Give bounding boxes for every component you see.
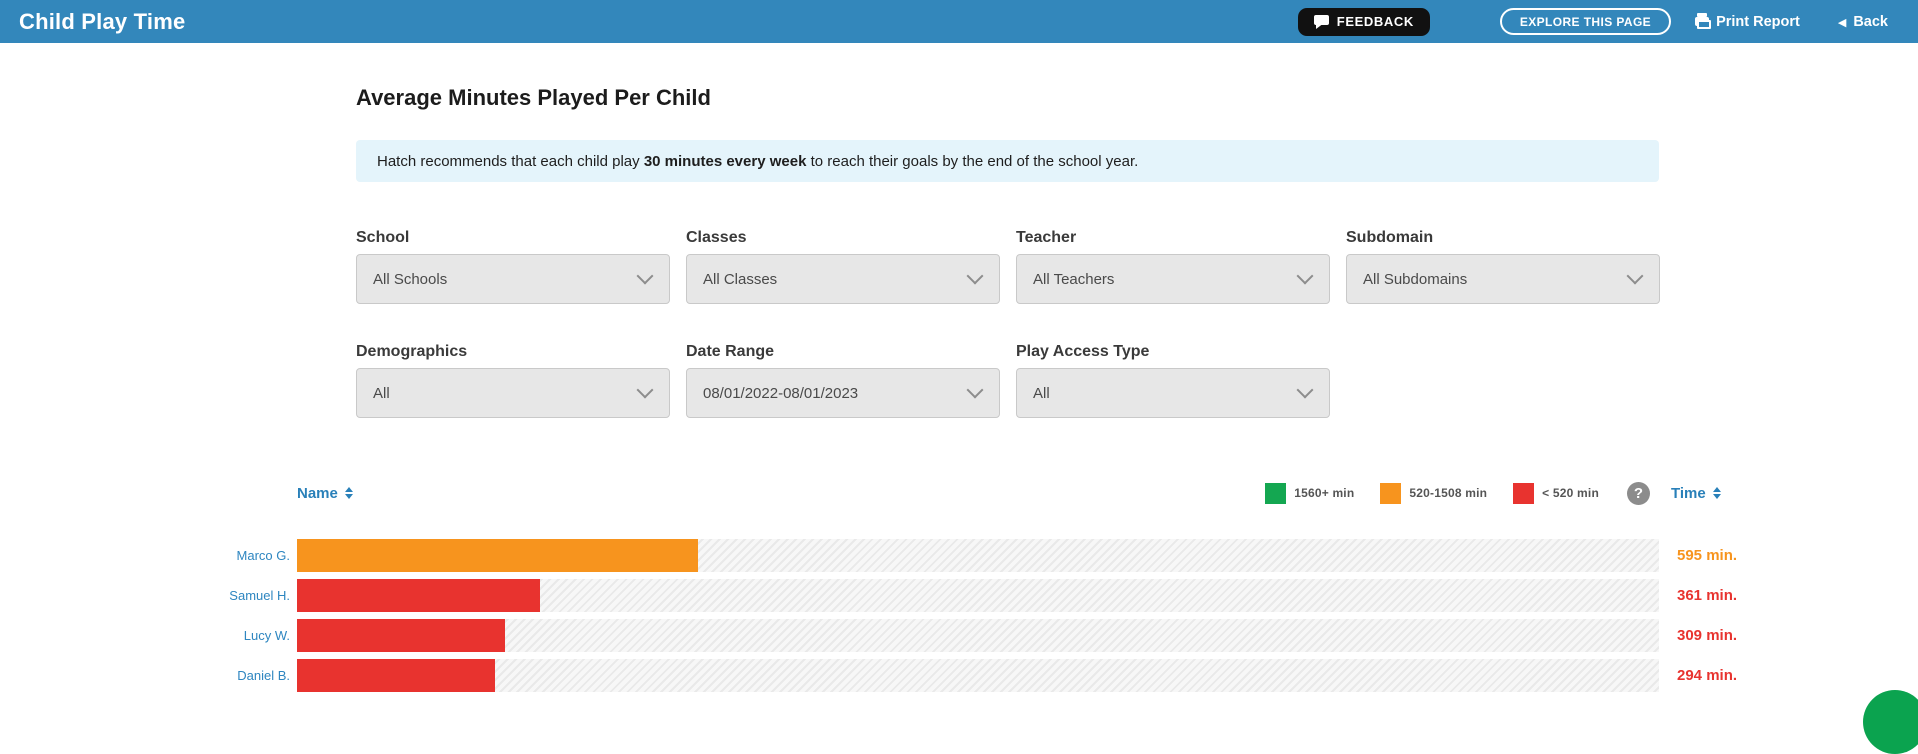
chart-row: Lucy W. 309 min. [0, 619, 1918, 652]
bar-track [297, 619, 1659, 652]
filter-school: School All Schools [356, 228, 670, 304]
bar-track [297, 579, 1659, 612]
child-name-label[interactable]: Daniel B. [237, 668, 290, 683]
legend-label-red: < 520 min [1542, 486, 1599, 500]
bar-chart: Marco G. 595 min. Samuel H. 361 min. Lucy W.… [0, 539, 1918, 692]
filter-subdomain-label: Subdomain [1346, 229, 1434, 246]
back-button[interactable]: ◀ Back [1838, 14, 1888, 30]
chart-row: Samuel H. 361 min. [0, 579, 1918, 612]
chevron-down-icon [636, 267, 654, 284]
printer-icon [1695, 13, 1712, 29]
legend-item-orange: 520-1508 min [1380, 482, 1488, 504]
chevron-down-icon [636, 381, 654, 398]
app-header-actions: FEEDBACK EXPLORE THIS PAGE Print Report … [1297, 7, 1888, 36]
filter-date-range-label: Date Range [686, 343, 775, 360]
filter-teacher: Teacher All Teachers [1016, 228, 1330, 304]
school-dropdown-value: All Schools [373, 270, 448, 288]
app-title: Child Play Time [19, 8, 186, 34]
recommendation-text: Hatch recommends that each child play 30… [377, 152, 1139, 170]
filters-row-1: School All Schools Classes All Classes T… [356, 228, 1918, 304]
filter-school-label: School [356, 229, 410, 246]
filter-play-access-type-label: Play Access Type [1016, 343, 1150, 360]
explore-this-page-button[interactable]: EXPLORE THIS PAGE [1499, 8, 1672, 35]
minutes-value: 595 min. [1677, 547, 1738, 564]
minutes-value: 361 min. [1677, 587, 1738, 604]
feedback-button-label: FEEDBACK [1336, 14, 1414, 29]
teacher-dropdown-value: All Teachers [1033, 270, 1115, 288]
filter-play-access-type: Play Access Type All [1016, 342, 1330, 418]
print-report-button[interactable]: Print Report [1695, 13, 1800, 30]
bar-track [297, 659, 1659, 692]
chat-fab-button[interactable] [1863, 690, 1918, 754]
legend-swatch-green [1265, 482, 1287, 504]
chevron-down-icon [966, 267, 984, 284]
speech-bubble-icon [1313, 15, 1329, 29]
minutes-value: 294 min. [1677, 667, 1738, 684]
child-name-label[interactable]: Marco G. [236, 548, 290, 563]
minutes-value: 309 min. [1677, 627, 1738, 644]
date-range-dropdown[interactable]: 08/01/2022-08/01/2023 [686, 368, 1000, 418]
filter-teacher-label: Teacher [1016, 229, 1077, 246]
subdomain-dropdown-value: All Subdomains [1363, 270, 1468, 288]
page-title: Average Minutes Played Per Child [356, 85, 711, 110]
play-access-type-dropdown-value: All [1033, 384, 1050, 402]
subdomain-dropdown[interactable]: All Subdomains [1346, 254, 1660, 304]
legend-swatch-red [1513, 482, 1535, 504]
legend-item-red: < 520 min [1513, 482, 1599, 504]
filter-classes-label: Classes [686, 229, 747, 246]
play-access-type-dropdown[interactable]: All [1016, 368, 1330, 418]
bar[interactable] [297, 539, 699, 572]
recommendation-text-bold: 30 minutes every week [643, 152, 807, 170]
classes-dropdown[interactable]: All Classes [686, 254, 1000, 304]
sort-arrows-icon [344, 487, 353, 499]
chart-row: Daniel B. 294 min. [0, 659, 1918, 692]
filter-date-range: Date Range 08/01/2022-08/01/2023 [686, 342, 1000, 418]
filter-classes: Classes All Classes [686, 228, 1000, 304]
chart-header: Name 1560+ min 520-1508 min < 520 min ? … [0, 481, 1918, 505]
legend-swatch-orange [1380, 482, 1402, 504]
demographics-dropdown[interactable]: All [356, 368, 670, 418]
school-dropdown[interactable]: All Schools [356, 254, 670, 304]
chevron-down-icon [1626, 267, 1644, 284]
chart-legend: 1560+ min 520-1508 min < 520 min ? [1265, 481, 1659, 505]
child-name-label[interactable]: Lucy W. [243, 628, 290, 643]
bar-track [297, 539, 1659, 572]
demographics-dropdown-value: All [373, 384, 390, 402]
filter-demographics: Demographics All [356, 342, 670, 418]
legend-label-green: 1560+ min [1294, 486, 1355, 500]
teacher-dropdown[interactable]: All Teachers [1016, 254, 1330, 304]
sort-arrows-icon [1712, 487, 1721, 499]
recommendation-banner: Hatch recommends that each child play 30… [356, 140, 1659, 182]
app-header: Child Play Time FEEDBACK EXPLORE THIS PA… [0, 0, 1918, 43]
feedback-button[interactable]: FEEDBACK [1297, 7, 1430, 36]
name-column-header: Name [297, 484, 338, 502]
date-range-dropdown-value: 08/01/2022-08/01/2023 [703, 384, 859, 402]
filters-row-2: Demographics All Date Range 08/01/2022-0… [356, 342, 1918, 418]
filter-demographics-label: Demographics [356, 343, 468, 360]
legend-label-orange: 520-1508 min [1409, 486, 1488, 500]
sort-by-time-control[interactable]: Time [1671, 485, 1918, 502]
bar[interactable] [297, 619, 506, 652]
back-button-label: Back [1853, 13, 1888, 30]
sort-by-name-control[interactable]: Name [297, 485, 353, 502]
chart-row: Marco G. 595 min. [0, 539, 1918, 572]
bar[interactable] [297, 579, 541, 612]
legend-item-green: 1560+ min [1265, 482, 1355, 504]
help-icon[interactable]: ? [1627, 481, 1650, 505]
chevron-down-icon [966, 381, 984, 398]
back-arrow-icon: ◀ [1837, 16, 1847, 29]
bar[interactable] [297, 659, 496, 692]
filter-subdomain: Subdomain All Subdomains [1346, 228, 1660, 304]
chevron-down-icon [1296, 381, 1314, 398]
time-column-header: Time [1671, 484, 1706, 502]
print-report-label: Print Report [1716, 13, 1800, 30]
classes-dropdown-value: All Classes [703, 270, 778, 288]
chevron-down-icon [1296, 267, 1314, 284]
child-name-label[interactable]: Samuel H. [229, 588, 290, 603]
